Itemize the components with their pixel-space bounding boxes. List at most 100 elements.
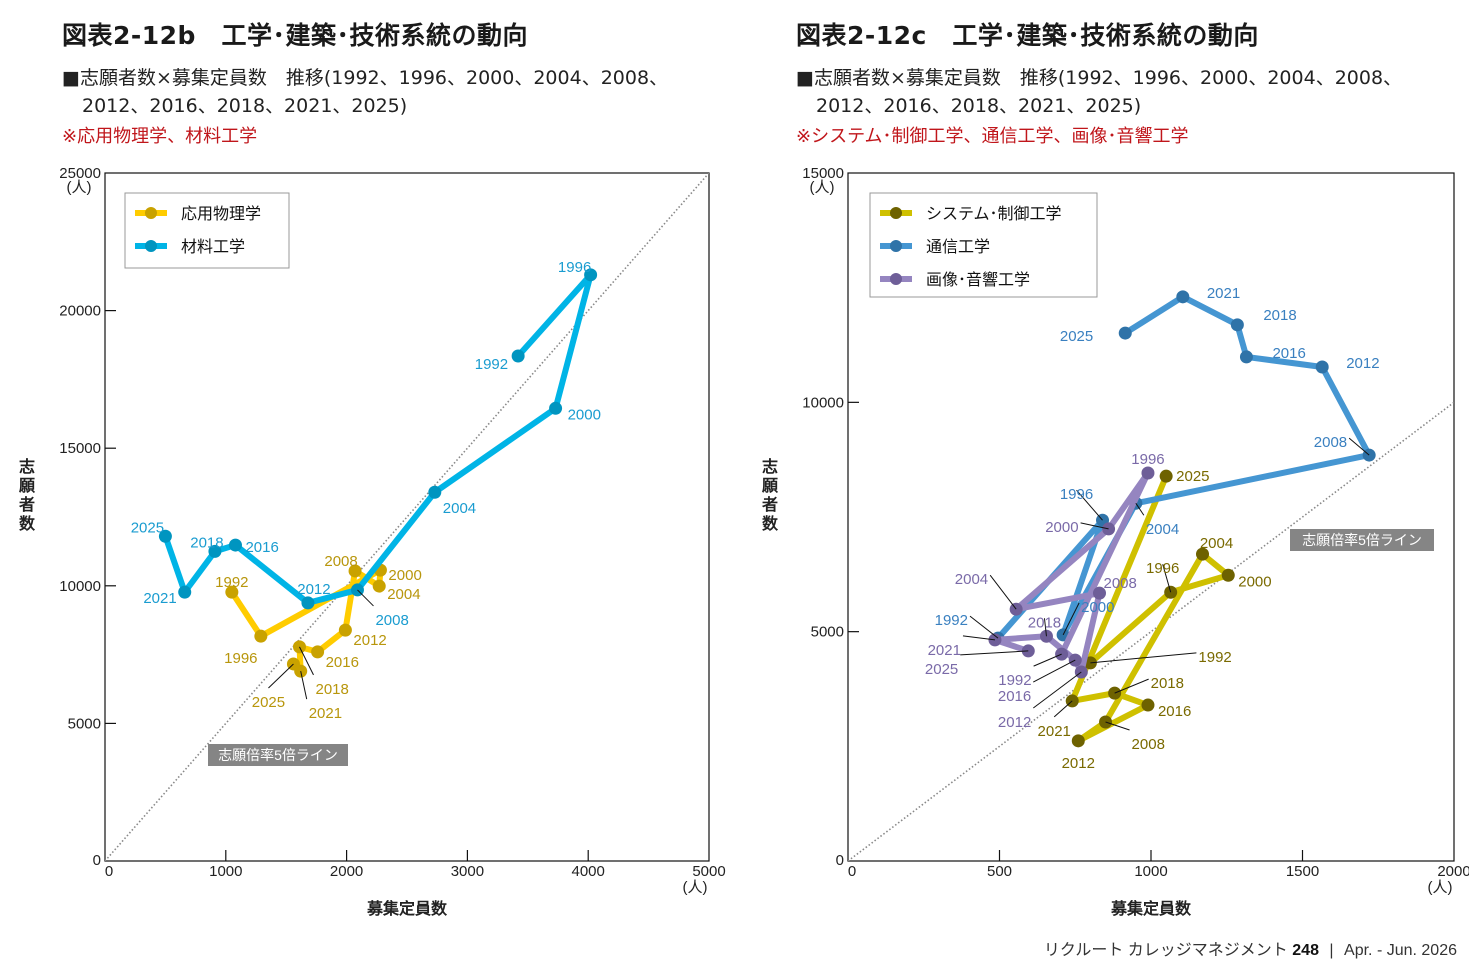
- data-label-2021: 2021: [143, 590, 176, 607]
- data-label-2021: 2021: [1038, 723, 1071, 740]
- data-point-2018: [208, 544, 222, 558]
- y-tick-label: 0: [836, 852, 844, 869]
- figure-subtitle-left: ■志願者数×募集定員数 推移(1992、1996、2000、2004、2008、…: [62, 64, 668, 120]
- data-label-2008: 2008: [1103, 575, 1136, 592]
- data-label-2012: 2012: [297, 581, 330, 598]
- legend-marker-swatch: [145, 207, 157, 219]
- data-label-2000: 2000: [1045, 519, 1078, 536]
- x-tick-label: 5000: [692, 863, 725, 880]
- data-label-2008: 2008: [1314, 434, 1347, 451]
- data-point-1996: [1164, 585, 1178, 599]
- legend-label: 画像･音響工学: [926, 271, 1030, 289]
- data-point-1996: [254, 629, 268, 643]
- data-point-2012: [338, 623, 352, 637]
- data-label-2008: 2008: [375, 612, 408, 629]
- legend-marker-swatch: [145, 240, 157, 252]
- series-2: [988, 466, 1155, 679]
- x-tick-label: 1000: [209, 863, 242, 880]
- data-label-1996: 1996: [558, 259, 591, 276]
- data-label-2025: 2025: [1176, 468, 1209, 485]
- leader-line: [1114, 678, 1149, 694]
- data-point-2025: [158, 529, 172, 543]
- legend-label: システム･制御工学: [926, 205, 1062, 223]
- x-tick-label: 3000: [451, 863, 484, 880]
- legend-label: 材料工学: [181, 238, 245, 256]
- subtitle-line-2: 2012、2016、2018、2021、2025): [816, 95, 1142, 117]
- data-point-2018: [1230, 318, 1244, 332]
- data-point-2016: [311, 645, 325, 659]
- data-point-2025: [1159, 469, 1173, 483]
- leader-line: [969, 615, 999, 639]
- data-point-2025: [1118, 326, 1132, 340]
- leader-line: [1090, 652, 1197, 664]
- data-point-1996: [1141, 466, 1155, 480]
- y-axis-title: 志願者数: [761, 457, 779, 533]
- data-label-2018: 2018: [190, 534, 223, 551]
- legend-item-1: 材料工学: [135, 238, 245, 256]
- legend-label: 通信工学: [926, 238, 990, 256]
- magazine-name: リクルート カレッジマネジメント: [1043, 942, 1288, 959]
- legend-label: 応用物理学: [181, 205, 261, 223]
- series-line: [994, 293, 1373, 642]
- legend-marker-swatch: [890, 240, 902, 252]
- leader-line: [1105, 721, 1130, 731]
- data-label-2004: 2004: [443, 500, 476, 517]
- data-point-2012: [301, 596, 315, 610]
- data-point-2000: [1221, 568, 1235, 582]
- y-unit-label: (人): [67, 179, 92, 196]
- x-tick-label: 0: [848, 863, 856, 880]
- x-tick-label: 2000: [1437, 863, 1469, 880]
- series-1: [158, 268, 598, 610]
- data-label-2008: 2008: [1132, 736, 1165, 753]
- data-label-2025: 2025: [131, 519, 164, 536]
- data-label-2016: 2016: [1272, 345, 1305, 362]
- reference-line-label: 志願倍率5倍ライン: [1290, 529, 1434, 551]
- data-label-2004: 2004: [1200, 535, 1233, 552]
- leader-line: [1135, 502, 1145, 516]
- reference-label-bg: [1290, 529, 1434, 551]
- data-point-2012: [1315, 360, 1329, 374]
- data-point-2008: [1092, 586, 1106, 600]
- data-label-2018: 2018: [1028, 614, 1061, 631]
- legend-item-1: 通信工学: [880, 238, 990, 256]
- data-label-2000: 2000: [1238, 573, 1271, 590]
- data-label-2000: 2000: [1081, 599, 1114, 616]
- x-axis-title: 募集定員数: [1110, 899, 1192, 918]
- data-label-2021: 2021: [309, 705, 342, 722]
- figure-note-right: ※システム･制御工学、通信工学、画像･音響工学: [796, 126, 1189, 147]
- data-label-1992: 1992: [475, 356, 508, 373]
- data-label-2000: 2000: [568, 406, 601, 423]
- data-label-2018: 2018: [315, 681, 348, 698]
- data-label-2021: 2021: [928, 642, 961, 659]
- data-point-2021: [1176, 290, 1190, 304]
- y-tick-label: 20000: [59, 303, 101, 320]
- data-point-1992: [511, 349, 525, 363]
- data-label-2012: 2012: [1062, 755, 1095, 772]
- series-line: [228, 567, 384, 675]
- legend-item-0: システム･制御工学: [880, 205, 1062, 223]
- data-label-2004: 2004: [387, 586, 420, 603]
- data-point-2004: [372, 579, 386, 593]
- reference-label-text: 志願倍率5倍ライン: [1302, 532, 1422, 548]
- data-label-2016: 2016: [245, 539, 278, 556]
- data-label-2000: 2000: [388, 567, 421, 584]
- data-point-2025: [1021, 644, 1035, 658]
- leader-line: [1062, 602, 1080, 636]
- data-point-2012: [1071, 734, 1085, 748]
- y-tick-label: 15000: [802, 165, 844, 182]
- y-tick-label: 5000: [68, 715, 101, 732]
- issue-number: 248: [1292, 942, 1319, 959]
- x-tick-label: 1000: [1134, 863, 1167, 880]
- figure-title-left: 図表2-12b 工学･建築･技術系統の動向: [62, 21, 528, 50]
- subtitle-line-1: ■志願者数×募集定員数 推移(1992、1996、2000、2004、2008、: [796, 67, 1403, 89]
- data-label-2016: 2016: [1158, 703, 1191, 720]
- data-label-2012: 2012: [353, 632, 386, 649]
- x-tick-label: 0: [105, 863, 113, 880]
- leader-line: [1033, 671, 1082, 709]
- data-label-2004: 2004: [955, 571, 988, 588]
- leader-line: [989, 574, 1017, 610]
- y-tick-label: 5000: [811, 624, 844, 641]
- legend-marker-swatch: [890, 207, 902, 219]
- data-label-1992: 1992: [998, 672, 1031, 689]
